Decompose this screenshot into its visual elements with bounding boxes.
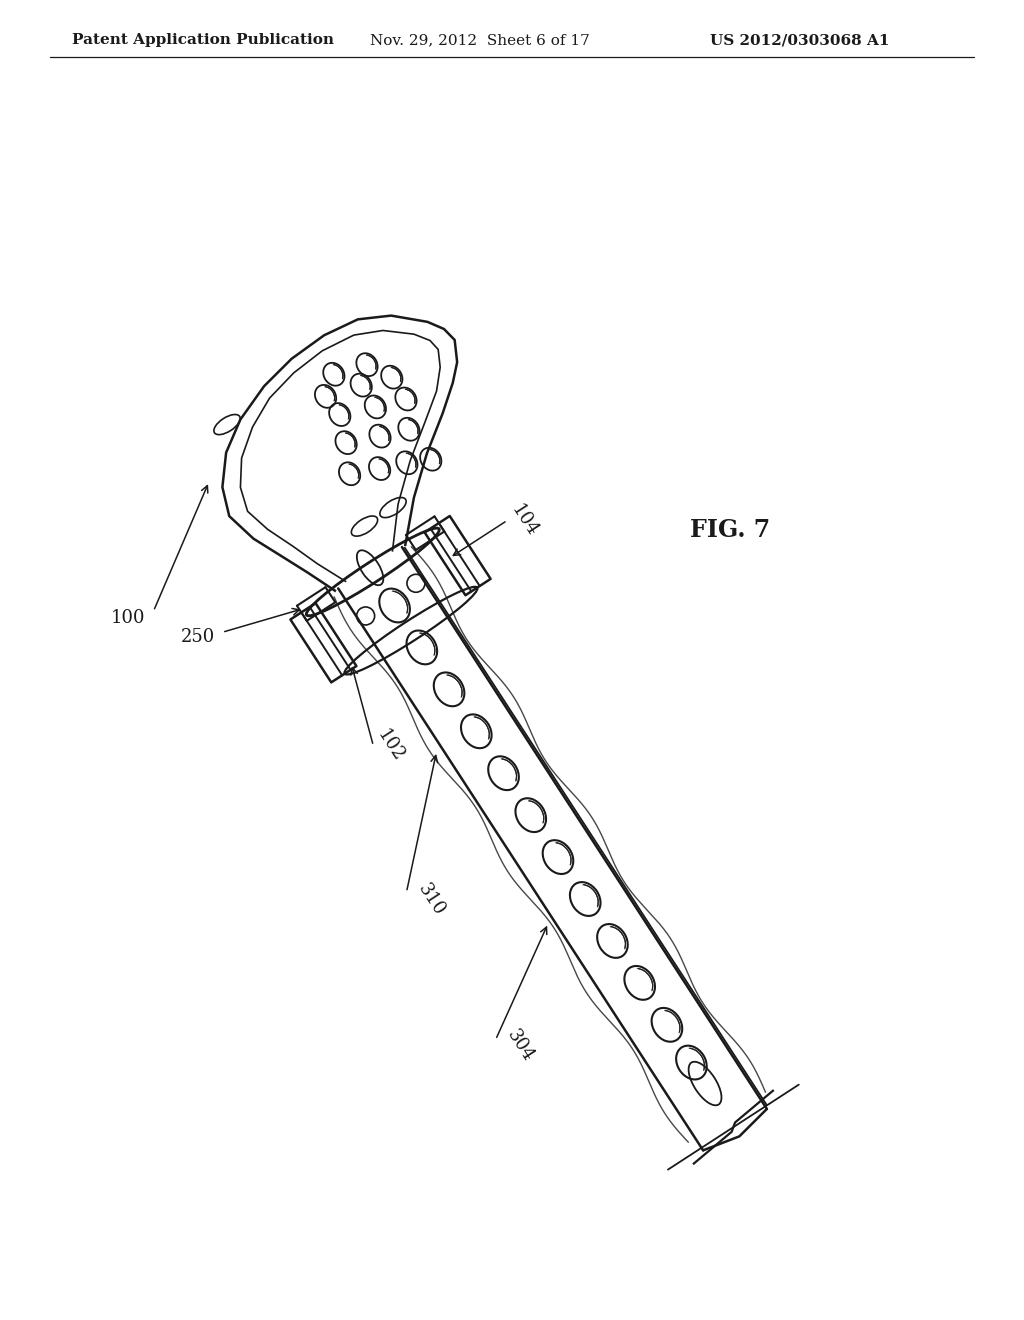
Text: Patent Application Publication: Patent Application Publication (72, 33, 334, 48)
Text: 100: 100 (111, 610, 145, 627)
Text: 104: 104 (508, 502, 542, 540)
Text: 102: 102 (374, 727, 408, 766)
Text: US 2012/0303068 A1: US 2012/0303068 A1 (710, 33, 890, 48)
Text: 304: 304 (504, 1027, 538, 1065)
Text: Nov. 29, 2012  Sheet 6 of 17: Nov. 29, 2012 Sheet 6 of 17 (370, 33, 590, 48)
Text: 310: 310 (415, 880, 449, 919)
Text: 250: 250 (181, 628, 215, 647)
Text: FIG. 7: FIG. 7 (690, 517, 770, 543)
